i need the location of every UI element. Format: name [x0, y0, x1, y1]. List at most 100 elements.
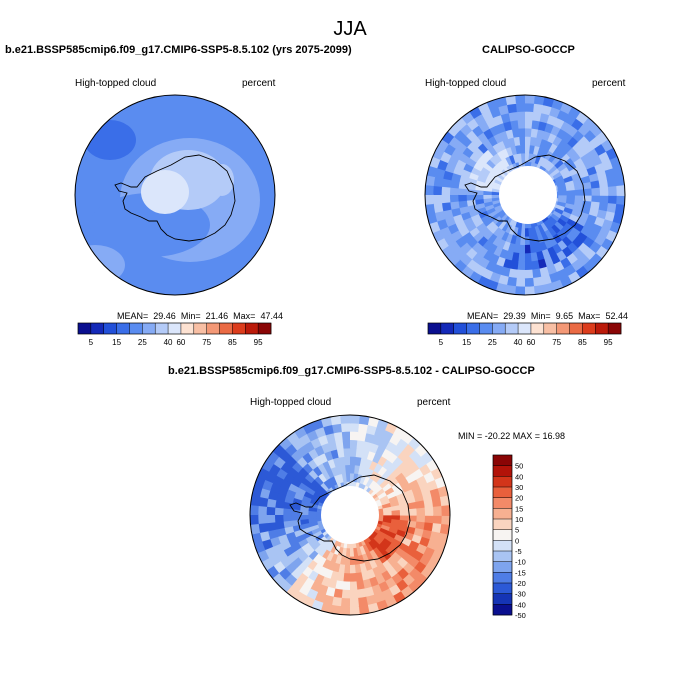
field-cell — [604, 211, 616, 223]
colorbar-tick-label: -30 — [515, 590, 526, 599]
field-cell — [338, 456, 346, 466]
colorbar-swatch — [428, 323, 442, 334]
colorbar-tick-label: 50 — [515, 462, 523, 471]
field-cell — [492, 202, 502, 208]
field-cell — [373, 472, 383, 484]
field-cell — [349, 573, 357, 583]
field-cell — [368, 576, 379, 588]
field-cell — [424, 506, 434, 516]
field-cell — [525, 144, 531, 154]
field-cell — [525, 119, 534, 129]
colorbar-tick-label: 75 — [202, 338, 211, 347]
field-cell — [257, 505, 268, 515]
field-cell — [323, 568, 334, 580]
field-cell — [425, 184, 434, 195]
field-cell — [300, 477, 312, 488]
field-cell — [459, 241, 472, 255]
field-cell — [345, 464, 351, 474]
field-cell — [492, 246, 503, 258]
field-cell — [441, 505, 450, 517]
field-cell — [532, 276, 544, 287]
field-cell — [588, 173, 600, 183]
field-cell — [379, 527, 390, 536]
field-cell — [393, 534, 405, 544]
field-cell — [537, 155, 546, 166]
field-cell — [560, 153, 571, 164]
field-cell — [439, 523, 450, 536]
field-cell — [487, 135, 499, 147]
field-cell — [487, 145, 498, 157]
field-cell — [376, 563, 388, 575]
field-cell — [505, 128, 515, 140]
field-cell — [340, 415, 352, 424]
field-cell — [433, 202, 444, 214]
field-cell — [457, 200, 468, 209]
field-cell — [533, 103, 544, 114]
colorbar-tick-label: 20 — [515, 494, 523, 503]
field-cell — [468, 171, 479, 181]
field-cell — [504, 224, 513, 235]
field-cell — [583, 188, 593, 196]
colorbar-swatch — [493, 476, 512, 488]
field-cell — [564, 203, 575, 211]
colorbar-swatch — [556, 323, 570, 334]
field-cell — [402, 562, 415, 575]
field-cell — [398, 542, 410, 553]
field-cell — [478, 170, 489, 180]
field-cell — [517, 119, 526, 129]
field-cell — [485, 207, 496, 215]
field-cell — [574, 195, 584, 202]
colorbar-swatch — [168, 323, 182, 334]
field-cell — [399, 503, 409, 511]
field-cell — [509, 234, 517, 245]
field-cell — [598, 202, 609, 213]
field-cell — [510, 119, 520, 130]
field-cell — [380, 498, 391, 506]
field-cell — [432, 505, 443, 516]
field-cell — [353, 555, 360, 566]
field-cell — [496, 150, 506, 161]
colorbar-swatch — [493, 593, 512, 605]
field-cell — [385, 546, 396, 558]
field-cell — [529, 244, 537, 254]
field-cell — [274, 520, 285, 530]
field-cell — [398, 477, 410, 489]
colorbar-swatch — [479, 323, 493, 334]
field-cell — [416, 515, 426, 524]
field-cell — [441, 185, 451, 195]
field-cell — [379, 479, 390, 489]
map-panel-2 — [424, 94, 626, 296]
field-cell — [496, 208, 506, 217]
field-cell — [401, 537, 413, 548]
field-cell — [547, 132, 558, 144]
field-cell — [303, 490, 314, 500]
panel-3-variable: High-topped cloud — [250, 397, 332, 408]
field-cell — [384, 486, 395, 496]
field-cell — [556, 230, 567, 241]
field-cell — [508, 154, 516, 165]
field-cell — [331, 596, 342, 607]
field-cell — [590, 201, 601, 211]
field-cell — [530, 260, 540, 271]
field-cell — [475, 157, 487, 168]
field-cell — [425, 203, 436, 215]
field-cell — [423, 522, 434, 533]
field-cell — [485, 174, 496, 183]
field-cell — [555, 178, 566, 186]
field-cell — [349, 581, 358, 591]
field-cell — [556, 201, 567, 208]
field-cell — [552, 233, 563, 245]
field-cell — [257, 514, 268, 525]
field-cell — [550, 213, 561, 223]
field-cell — [343, 564, 350, 574]
field-cell — [516, 152, 523, 163]
field-cell — [266, 505, 276, 515]
field-cell — [371, 584, 383, 596]
field-cell — [530, 252, 539, 263]
field-cell — [501, 148, 510, 159]
field-cell — [457, 187, 468, 195]
field-cell — [537, 146, 545, 157]
field-cell — [344, 456, 351, 466]
field-cell — [495, 162, 505, 172]
